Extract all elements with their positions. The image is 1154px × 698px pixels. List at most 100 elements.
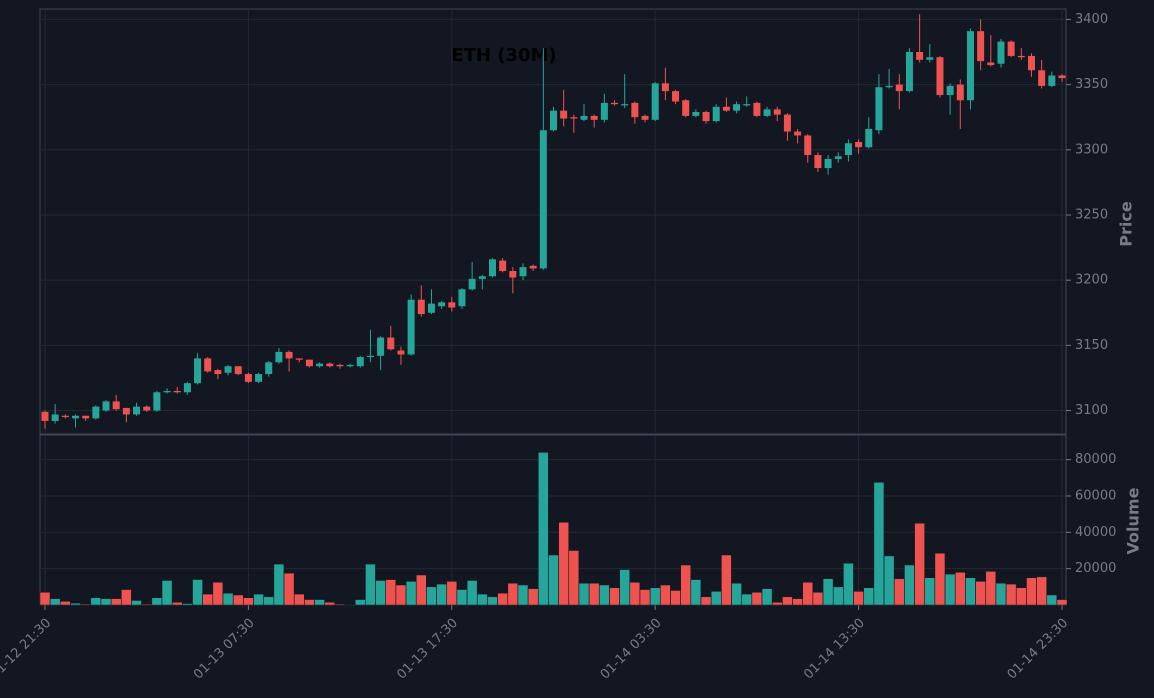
volume-bar <box>334 603 346 606</box>
candle-body <box>397 350 405 355</box>
volume-bar <box>599 584 610 606</box>
volume-bar <box>1036 576 1047 606</box>
chart-title: ETH (30M) <box>451 45 556 66</box>
candle-body <box>366 355 374 358</box>
candle-body <box>295 358 303 360</box>
candle-body <box>41 411 49 421</box>
volume-bar <box>324 602 336 606</box>
volume-bar <box>151 597 163 606</box>
y-tick-label: 3300 <box>1075 142 1108 157</box>
volume-bar <box>975 581 986 606</box>
x-tick-label: 01-13 17:30 <box>394 616 461 683</box>
candle-body <box>143 406 151 411</box>
x-tick-label: 01-14 23:30 <box>1005 616 1072 683</box>
candle-body <box>895 84 903 92</box>
candle-body <box>122 407 130 415</box>
candle-body <box>82 415 90 419</box>
candle-body <box>783 114 791 132</box>
candle-body <box>702 111 710 122</box>
candle-body <box>72 415 80 419</box>
candle-body <box>936 57 944 96</box>
candle-body <box>844 143 852 156</box>
volume-bar <box>497 592 508 606</box>
candle-body <box>427 303 435 313</box>
candle-body <box>214 370 222 375</box>
candle-body <box>102 401 110 411</box>
y-tick-label: 3100 <box>1075 403 1108 418</box>
y-tick-label: 3400 <box>1075 12 1108 27</box>
volume-bar <box>283 572 295 606</box>
candle-body <box>458 289 466 307</box>
candle-body <box>244 374 252 382</box>
candle-body <box>539 130 547 269</box>
candle-body <box>966 31 974 101</box>
candle-body <box>560 110 568 119</box>
candle-body <box>956 84 964 101</box>
volume-bar <box>1005 583 1017 606</box>
volume-bar <box>405 581 417 606</box>
volume-bar <box>121 589 132 606</box>
volume-bar <box>792 598 803 606</box>
volume-bar <box>232 594 244 606</box>
candle-body <box>824 158 832 169</box>
volume-bar <box>812 592 824 606</box>
volume-bar <box>883 555 895 606</box>
volume-bar <box>548 554 559 606</box>
candle-body <box>661 83 669 92</box>
candle-body <box>407 299 415 355</box>
volume-bar <box>171 602 183 606</box>
candle-body <box>834 156 842 159</box>
candle-body <box>1038 70 1046 86</box>
candle-body <box>753 102 761 116</box>
volume-bar <box>802 582 813 606</box>
candle-body <box>855 141 863 148</box>
candle-body <box>814 155 822 169</box>
volume-bar <box>690 579 702 606</box>
volume-bar <box>995 582 1007 606</box>
volume-bar <box>395 584 407 606</box>
volume-bar <box>253 593 264 606</box>
volume-bar <box>863 587 875 606</box>
volume-bar <box>466 580 478 606</box>
volume-bar <box>965 577 976 606</box>
candle-body <box>1017 55 1025 58</box>
candle-body <box>316 363 324 367</box>
volume-bar <box>710 591 722 606</box>
volume-bar <box>456 589 468 606</box>
candle-body <box>61 415 69 418</box>
candle-body <box>926 57 934 60</box>
volume-bar <box>588 582 600 606</box>
volume-bar <box>100 598 112 606</box>
candle-body <box>570 117 578 119</box>
candle-body <box>621 104 629 106</box>
y-tick-label: 3350 <box>1075 77 1108 92</box>
candle-body <box>763 109 771 116</box>
volume-bar <box>304 599 315 606</box>
volume-bar <box>243 597 254 606</box>
candle-body <box>499 260 507 272</box>
candle-body <box>519 267 527 277</box>
candle-body <box>285 351 293 359</box>
candle-body <box>722 106 730 111</box>
volume-bar <box>375 580 386 606</box>
volume-bar <box>670 590 681 606</box>
candle-body <box>194 358 202 384</box>
x-tick-label: 01-13 07:30 <box>191 616 258 683</box>
candle-body <box>885 85 893 88</box>
candle-body <box>112 401 120 410</box>
y-axis-label: Price <box>1117 201 1136 247</box>
volume-bar <box>914 522 925 606</box>
candle-body <box>326 363 334 367</box>
volume-bar <box>60 601 71 606</box>
candle-body <box>1048 75 1056 86</box>
y-tick-label: 3150 <box>1075 338 1108 353</box>
volume-bar <box>934 552 946 606</box>
candle-body <box>377 337 385 356</box>
volume-bar <box>70 602 81 606</box>
volume-bar <box>924 577 936 606</box>
volume-bar <box>629 582 641 606</box>
candle-body <box>336 364 344 367</box>
volume-tick-label: 40000 <box>1075 525 1116 540</box>
volume-tick-label: 20000 <box>1075 561 1116 576</box>
